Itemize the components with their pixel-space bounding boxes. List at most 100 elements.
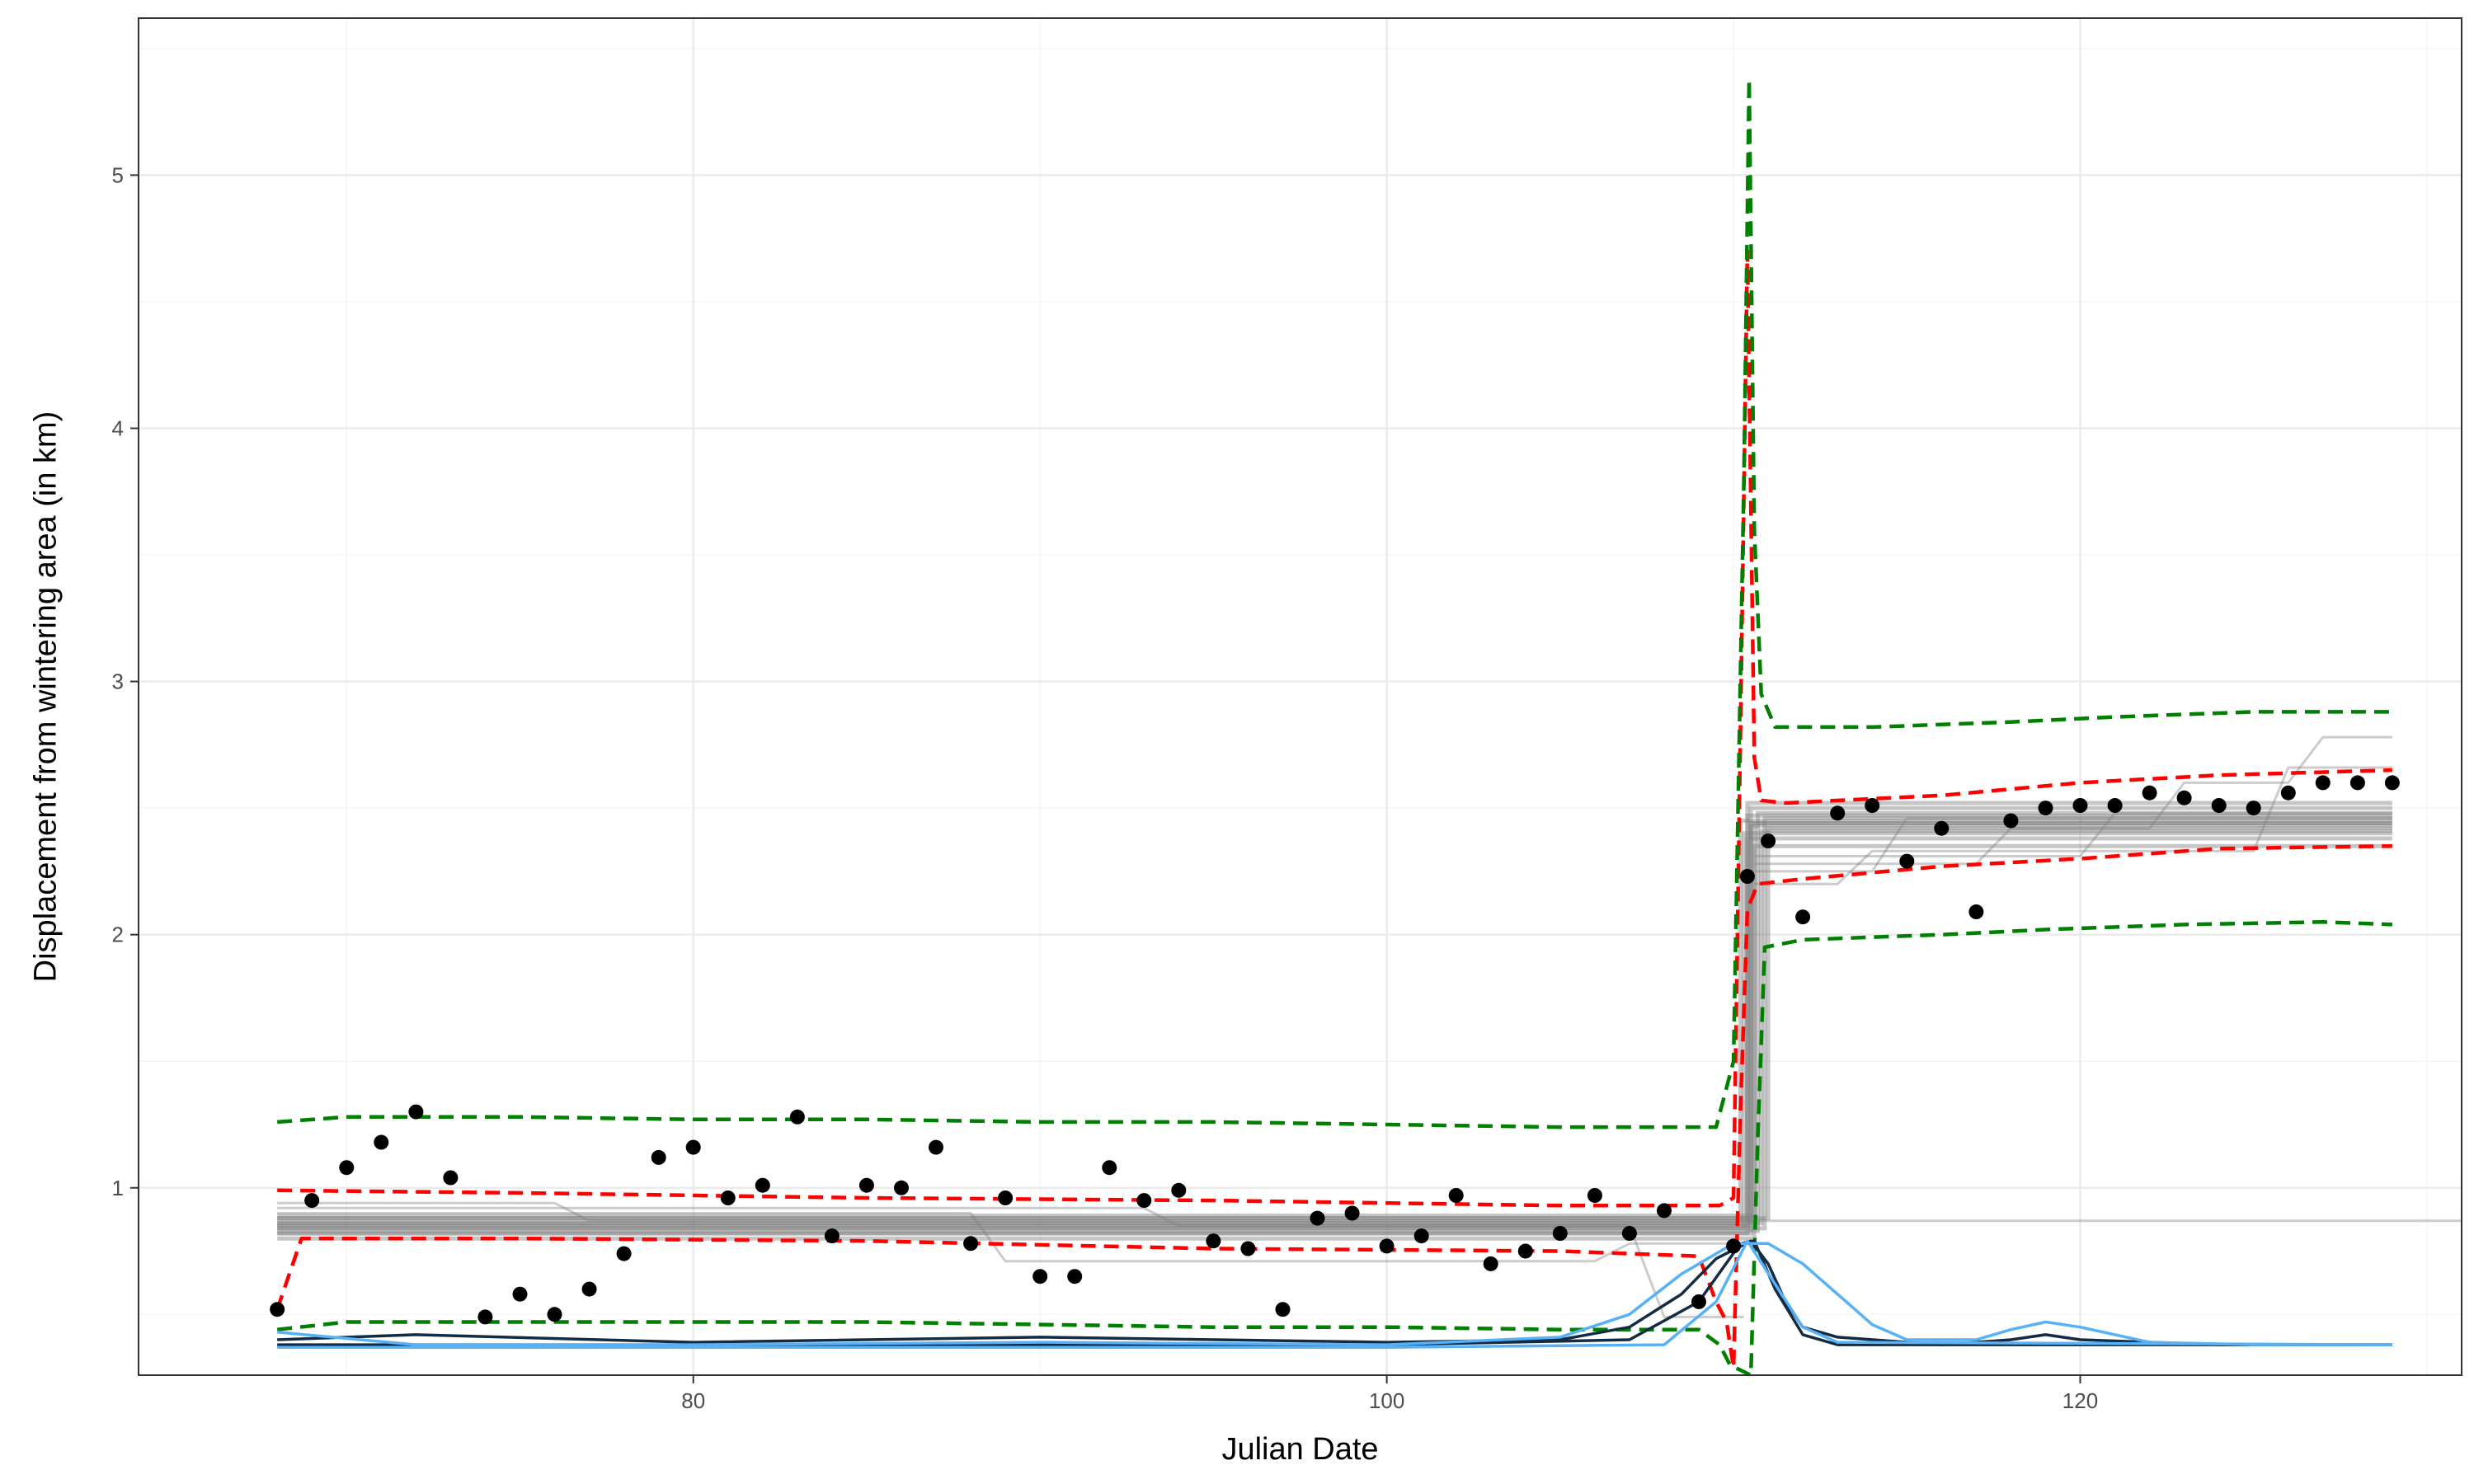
posterior-draw-line bbox=[1754, 735, 2392, 866]
data-point bbox=[1344, 1205, 1360, 1221]
data-point bbox=[2384, 775, 2400, 791]
data-point bbox=[1691, 1294, 1706, 1309]
data-point bbox=[1899, 853, 1915, 869]
data-point bbox=[1934, 820, 1950, 836]
x-tick-label: 100 bbox=[1369, 1388, 1404, 1413]
data-point bbox=[2003, 813, 2019, 829]
posterior-draw-line bbox=[277, 821, 2392, 1236]
data-point bbox=[1552, 1226, 1568, 1241]
panel-border bbox=[138, 17, 2462, 1376]
x-axis-title: Julian Date bbox=[1221, 1432, 1378, 1467]
data-point bbox=[755, 1177, 770, 1193]
posterior-draw-line bbox=[277, 801, 2392, 1228]
data-point bbox=[374, 1134, 389, 1150]
data-point bbox=[2038, 801, 2053, 816]
data-point bbox=[1621, 1226, 1637, 1241]
posterior-draw-line bbox=[277, 1212, 1744, 1263]
data-point bbox=[1379, 1238, 1395, 1254]
data-point bbox=[894, 1180, 909, 1195]
data-point bbox=[1587, 1188, 1602, 1203]
data-point bbox=[2280, 785, 2296, 801]
posterior-draw-line bbox=[277, 813, 2392, 1221]
data-point bbox=[408, 1104, 424, 1120]
y-tick-label: 2 bbox=[112, 923, 124, 947]
data-point bbox=[685, 1139, 701, 1155]
posterior-draw-line bbox=[277, 836, 2392, 1236]
grid-major bbox=[139, 18, 2462, 1375]
y-tick-label: 5 bbox=[112, 162, 124, 187]
data-point bbox=[858, 1177, 874, 1193]
inner-band-lower-line bbox=[275, 843, 2392, 1370]
density-curve bbox=[277, 1242, 2392, 1346]
data-point bbox=[651, 1149, 666, 1165]
data-point bbox=[1795, 909, 1811, 925]
data-point bbox=[512, 1286, 528, 1302]
data-point bbox=[1657, 1203, 1672, 1219]
data-point bbox=[304, 1193, 320, 1209]
data-point bbox=[1739, 869, 1755, 884]
data-point bbox=[1865, 798, 1880, 813]
data-point bbox=[1761, 834, 1776, 848]
data-point bbox=[339, 1160, 355, 1176]
data-point bbox=[1206, 1233, 1221, 1249]
data-point bbox=[270, 1302, 285, 1317]
posterior-draw-line bbox=[277, 829, 2392, 1226]
data-point bbox=[2176, 790, 2192, 805]
posterior-draw-line bbox=[277, 821, 2392, 1218]
data-point bbox=[2142, 785, 2157, 801]
data-point bbox=[1102, 1160, 1117, 1176]
x-axis: 80 100 120 bbox=[681, 1375, 2098, 1413]
data-point bbox=[1726, 1238, 1742, 1254]
data-point bbox=[2315, 775, 2331, 791]
data-point bbox=[1830, 805, 1846, 821]
data-point bbox=[2072, 798, 2088, 813]
y-tick-label: 4 bbox=[112, 416, 124, 440]
data-point bbox=[1483, 1256, 1498, 1271]
data-point bbox=[1413, 1228, 1429, 1244]
data-point bbox=[1310, 1210, 1325, 1226]
x-tick-label: 120 bbox=[2062, 1388, 2098, 1413]
data-point bbox=[581, 1281, 597, 1297]
data-point bbox=[824, 1228, 840, 1244]
data-point bbox=[443, 1170, 459, 1186]
data-point bbox=[2211, 798, 2227, 813]
posterior-draw-line bbox=[277, 843, 2392, 1241]
posterior-draw-line bbox=[277, 805, 2392, 1223]
data-point bbox=[2349, 775, 2365, 791]
data-point bbox=[929, 1139, 943, 1155]
outer-band-lower-line bbox=[276, 920, 2392, 1378]
data-point bbox=[1275, 1302, 1291, 1317]
data-point bbox=[1240, 1241, 1256, 1256]
data-point bbox=[1968, 904, 1984, 919]
grid-minor bbox=[139, 18, 2462, 1375]
posterior-draw-line bbox=[277, 826, 2392, 1221]
posterior-draw-line bbox=[277, 810, 2392, 1233]
data-point bbox=[720, 1190, 736, 1205]
x-tick-label: 80 bbox=[681, 1388, 705, 1413]
data-point bbox=[1448, 1188, 1464, 1203]
data-point bbox=[1032, 1269, 1048, 1284]
data-point bbox=[547, 1307, 562, 1322]
observed-points bbox=[270, 775, 2400, 1325]
posterior-draw-line bbox=[277, 819, 2392, 1226]
outer-band-upper-line bbox=[277, 77, 2392, 1129]
data-point bbox=[477, 1309, 493, 1325]
y-tick-label: 1 bbox=[112, 1176, 124, 1200]
plot-panel bbox=[138, 17, 2462, 1378]
y-tick-label: 3 bbox=[112, 669, 124, 694]
data-point bbox=[998, 1190, 1014, 1205]
credible-bands bbox=[275, 77, 2392, 1378]
posterior-draw-line bbox=[1754, 816, 2392, 873]
y-axis-title: Displacement from wintering area (in km) bbox=[28, 411, 63, 983]
data-point bbox=[2246, 801, 2261, 816]
y-axis: 1 2 3 4 5 bbox=[112, 162, 139, 1200]
posterior-draw-line bbox=[1754, 766, 2392, 885]
data-point bbox=[1136, 1193, 1152, 1209]
data-point bbox=[616, 1246, 632, 1261]
panel-background bbox=[139, 18, 2462, 1375]
posterior-draw-line bbox=[277, 815, 2392, 1231]
posterior-draw-line bbox=[277, 824, 2392, 1228]
density-curve bbox=[277, 1239, 2392, 1349]
data-point bbox=[1171, 1182, 1187, 1198]
